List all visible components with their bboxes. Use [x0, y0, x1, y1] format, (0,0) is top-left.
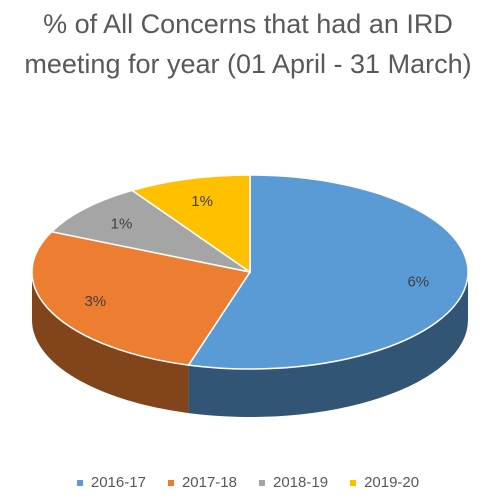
- pie-slice: [50, 189, 251, 273]
- legend-swatch: [167, 479, 174, 486]
- pie-slice: [187, 174, 469, 370]
- pie-slice: [130, 174, 251, 274]
- legend-item: 2018-19: [259, 474, 328, 491]
- legend-item: 2019-20: [350, 474, 419, 491]
- data-label: 1%: [191, 193, 213, 210]
- pie-side: [32, 272, 189, 414]
- legend-label: 2017-18: [181, 474, 237, 491]
- legend-item: 2016-17: [76, 474, 146, 491]
- data-label: 6%: [407, 273, 429, 290]
- legend-swatch: [259, 479, 265, 486]
- pie-side: [188, 272, 468, 417]
- legend-label: 2016-17: [90, 474, 146, 491]
- legend: 2016-17 2017-18 2018-19 2019-20: [0, 474, 496, 491]
- legend-swatch: [76, 479, 83, 486]
- legend-label: 2018-19: [273, 474, 329, 491]
- data-label: 1%: [111, 215, 133, 232]
- pie-slice: [31, 230, 252, 366]
- chart: 6% 3% 1% 1%: [31, 174, 469, 417]
- legend-label: 2019-20: [364, 474, 420, 491]
- legend-swatch: [350, 479, 357, 486]
- legend-item: 2017-18: [167, 474, 237, 491]
- chart-title: % of All Concerns that had an IRD meetin…: [24, 9, 472, 79]
- data-label: 3%: [84, 293, 106, 310]
